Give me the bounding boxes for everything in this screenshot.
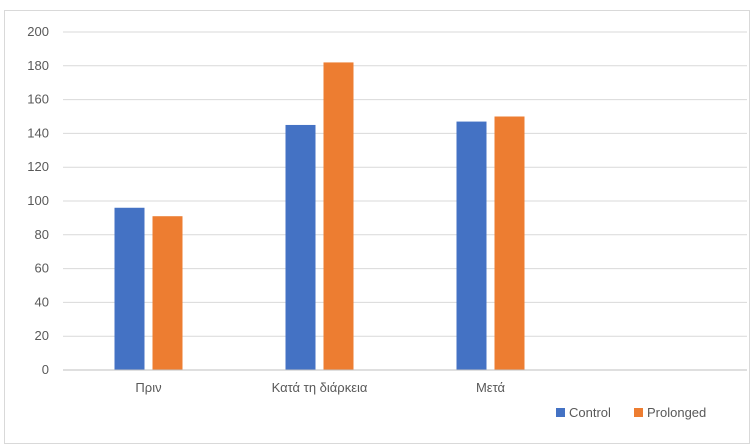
legend: Control Prolonged (556, 405, 706, 420)
bar-prolonged-1 (323, 62, 354, 371)
y-tick-label: 20 (35, 328, 49, 343)
legend-swatch-control (556, 408, 565, 417)
y-tick-label: 120 (27, 159, 49, 174)
y-tick-label: 100 (27, 193, 49, 208)
bar-control-2 (456, 121, 487, 370)
y-axis-ticks: 0 20 40 60 80 100 120 140 160 180 200 (27, 24, 49, 377)
y-tick-label: 80 (35, 227, 49, 242)
bar-chart: 0 20 40 60 80 100 120 140 160 180 200 Πριν Κατά τη … (27, 24, 747, 420)
y-tick-label: 180 (27, 58, 49, 73)
y-tick-label: 40 (35, 294, 49, 309)
bar-control-0 (114, 207, 145, 370)
legend-label-prolonged: Prolonged (647, 405, 706, 420)
bar-control-1 (285, 124, 316, 370)
y-tick-label: 60 (35, 261, 49, 276)
category-label: Μετά (476, 380, 506, 395)
bars (114, 62, 525, 371)
category-label: Πριν (135, 380, 161, 395)
y-tick-label: 0 (42, 362, 49, 377)
legend-swatch-prolonged (634, 408, 643, 417)
category-labels: Πριν Κατά τη διάρκεια Μετά (135, 380, 505, 395)
y-tick-label: 140 (27, 125, 49, 140)
legend-label-control: Control (569, 405, 611, 420)
bar-prolonged-2 (494, 116, 525, 370)
chart-frame: 0 20 40 60 80 100 120 140 160 180 200 Πριν Κατά τη … (4, 10, 750, 444)
bar-prolonged-0 (152, 216, 183, 370)
y-tick-label: 160 (27, 92, 49, 107)
y-tick-label: 200 (27, 24, 49, 39)
category-label: Κατά τη διάρκεια (272, 380, 368, 395)
